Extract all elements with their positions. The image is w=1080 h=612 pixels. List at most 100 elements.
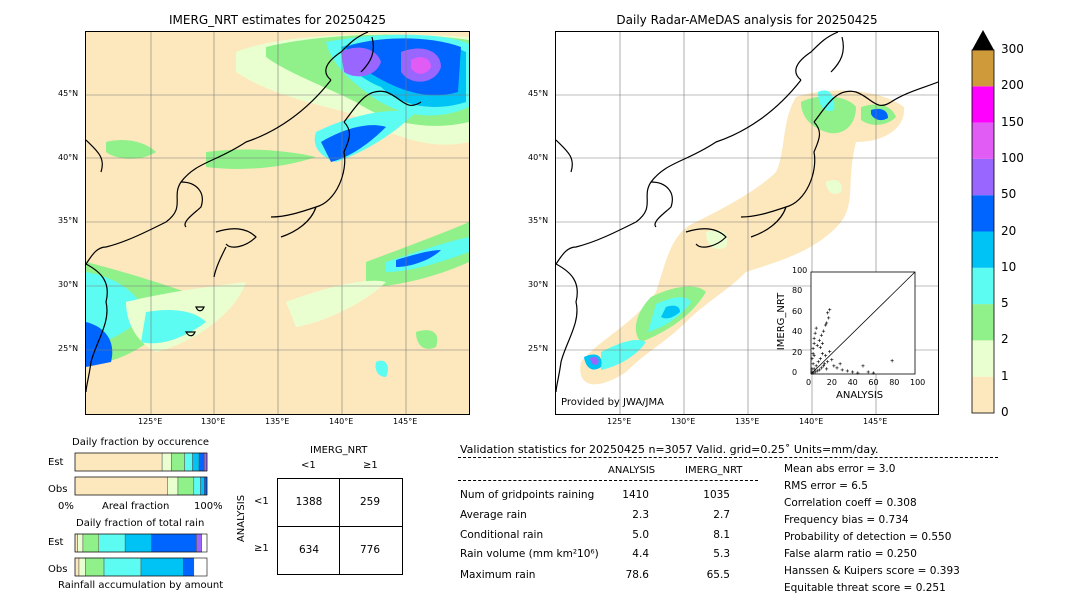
scatter-point-30 xyxy=(812,336,816,340)
totalrain-chart xyxy=(74,531,208,579)
colorbar-segment-3 xyxy=(972,267,994,305)
scatter-xtick-60: 60 xyxy=(868,378,879,387)
stats-header-rule xyxy=(458,457,998,458)
totalrain-xlabel: Rainfall accumulation by amount xyxy=(58,580,224,591)
scatter-ytick-100: 100 xyxy=(792,266,808,275)
colorbar-tick-10: 10 xyxy=(1001,259,1017,274)
occurrence-obs-frame xyxy=(74,476,208,496)
stats-table-rule xyxy=(458,480,758,481)
left-map-rain-field xyxy=(86,34,469,377)
occurrence-obs-segment-3 xyxy=(193,476,201,496)
totalrain-svg xyxy=(74,533,208,577)
totalrain-title: Daily fraction of total rain xyxy=(76,518,205,529)
occurrence-est-segment-4 xyxy=(192,452,200,472)
occurrence-title: Daily fraction by occurence xyxy=(72,437,210,448)
colorbar-tick-20: 20 xyxy=(1001,223,1017,238)
occurrence-est-segment-0 xyxy=(74,452,163,472)
colorbar-tick-50: 50 xyxy=(1001,187,1017,202)
scatter-ytick-80: 80 xyxy=(792,286,803,296)
stats-analysis-1: 2.3 xyxy=(632,509,649,521)
score-5: False alarm ratio = 0.250 xyxy=(784,548,917,560)
scatter-xlabel: ANALYSIS xyxy=(836,390,884,401)
stats-imerg-4: 65.5 xyxy=(706,569,730,581)
occurrence-tick-100: 100% xyxy=(194,501,223,512)
totalrain-obs-segment-1 xyxy=(78,557,86,577)
left-lat-label-30: 30°N xyxy=(58,280,79,289)
colorbar-segment-5 xyxy=(972,195,994,232)
colorbar-extend-arrow xyxy=(972,30,994,50)
totalrain-obs-label: Obs xyxy=(48,564,68,575)
totalrain-obs-frame xyxy=(74,557,208,577)
scatter-diagonal xyxy=(810,271,916,375)
stats-label-0: Num of gridpoints raining xyxy=(460,489,595,501)
colorbar-segment-9 xyxy=(972,50,994,87)
contingency-cell-01: 259 xyxy=(359,496,381,508)
scatter-point-17 xyxy=(830,358,834,362)
right-lon-label-140: 140°E xyxy=(799,417,824,426)
colorbar-segment-0 xyxy=(972,376,994,413)
scatter-point-23 xyxy=(851,370,855,374)
colorbar-segment-8 xyxy=(972,86,994,123)
totalrain-est-segment-1 xyxy=(77,533,84,553)
score-3: Frequency bias = 0.734 xyxy=(784,514,909,526)
scatter-point-5 xyxy=(815,369,819,373)
scatter-point-21 xyxy=(840,368,844,372)
occurrence-obs-segment-0 xyxy=(74,476,168,496)
scatter-xtick-100: 100 xyxy=(910,378,926,387)
colorbar-segment-2 xyxy=(972,304,994,341)
occurrence-obs-segment-4 xyxy=(200,476,205,496)
left-lat-label-35: 35°N xyxy=(58,216,79,225)
occurrence-obs-segment-1 xyxy=(167,476,179,496)
right-lon-label-135: 135°E xyxy=(735,417,760,426)
scatter-point-32 xyxy=(814,326,818,330)
scatter-point-9 xyxy=(819,366,823,370)
occurrence-est-frame xyxy=(74,452,208,472)
occurrence-tick-0: 0% xyxy=(58,501,74,512)
colorbar-tick-300: 300 xyxy=(1001,42,1024,56)
left-lat-label-45: 45°N xyxy=(58,89,79,98)
scatter-point-36 xyxy=(817,338,821,342)
scatter-ytick-60: 60 xyxy=(792,306,803,316)
left-lat-label-25: 25°N xyxy=(58,344,79,353)
scatter-point-18 xyxy=(832,364,836,368)
scatter-ytick-0: 0 xyxy=(792,368,798,377)
left-lon-label-135: 135°E xyxy=(265,417,290,426)
right-lon-label-130: 130°E xyxy=(671,417,696,426)
contingency-grid: 1388 259 634 776 xyxy=(277,478,403,575)
occurrence-obs-label: Obs xyxy=(48,484,68,495)
colorbar-tick-5: 5 xyxy=(1001,296,1009,311)
occurrence-chart xyxy=(74,450,208,498)
left-lon-label-145: 145°E xyxy=(393,417,418,426)
scatter-point-34 xyxy=(811,352,815,356)
left-map-title: IMERG_NRT estimates for 20250425 xyxy=(169,13,386,27)
scatter-xtick-40: 40 xyxy=(847,378,858,387)
stats-label-2: Conditional rain xyxy=(460,529,544,541)
scatter-point-24 xyxy=(856,371,860,375)
contingency-cell-11: 776 xyxy=(359,544,381,556)
scatter-point-4 xyxy=(814,364,818,368)
contingency-row-label: ANALYSIS xyxy=(236,494,248,543)
score-1: RMS error = 6.5 xyxy=(784,480,868,492)
stats-analysis-3: 4.4 xyxy=(632,548,649,560)
stats-imerg-1: 2.7 xyxy=(713,509,730,521)
contingency-cell-00: 1388 xyxy=(295,496,323,508)
occurrence-est-label: Est xyxy=(48,457,64,468)
score-7: Equitable threat score = 0.251 xyxy=(784,582,946,594)
left-map-coastline xyxy=(86,32,422,393)
scatter-point-42 xyxy=(828,308,832,312)
colorbar-segment-6 xyxy=(972,158,994,196)
right-map-svg xyxy=(556,32,938,414)
stats-label-4: Maximum rain xyxy=(460,569,536,581)
contingency-row-ge1: ≥1 xyxy=(254,543,269,554)
occurrence-svg xyxy=(74,452,208,496)
scatter-point-37 xyxy=(819,333,823,337)
scatter-point-48 xyxy=(810,367,814,371)
stats-col-analysis: ANALYSIS xyxy=(608,465,656,476)
scatter-point-41 xyxy=(827,316,831,320)
totalrain-obs-segment-4 xyxy=(140,557,184,577)
scatter-point-7 xyxy=(817,368,821,372)
colorbar-segment-4 xyxy=(972,231,994,268)
scatter-ytick-20: 20 xyxy=(792,347,803,357)
scatter-point-12 xyxy=(822,362,827,366)
contingency-col-lt1: <1 xyxy=(301,460,316,471)
